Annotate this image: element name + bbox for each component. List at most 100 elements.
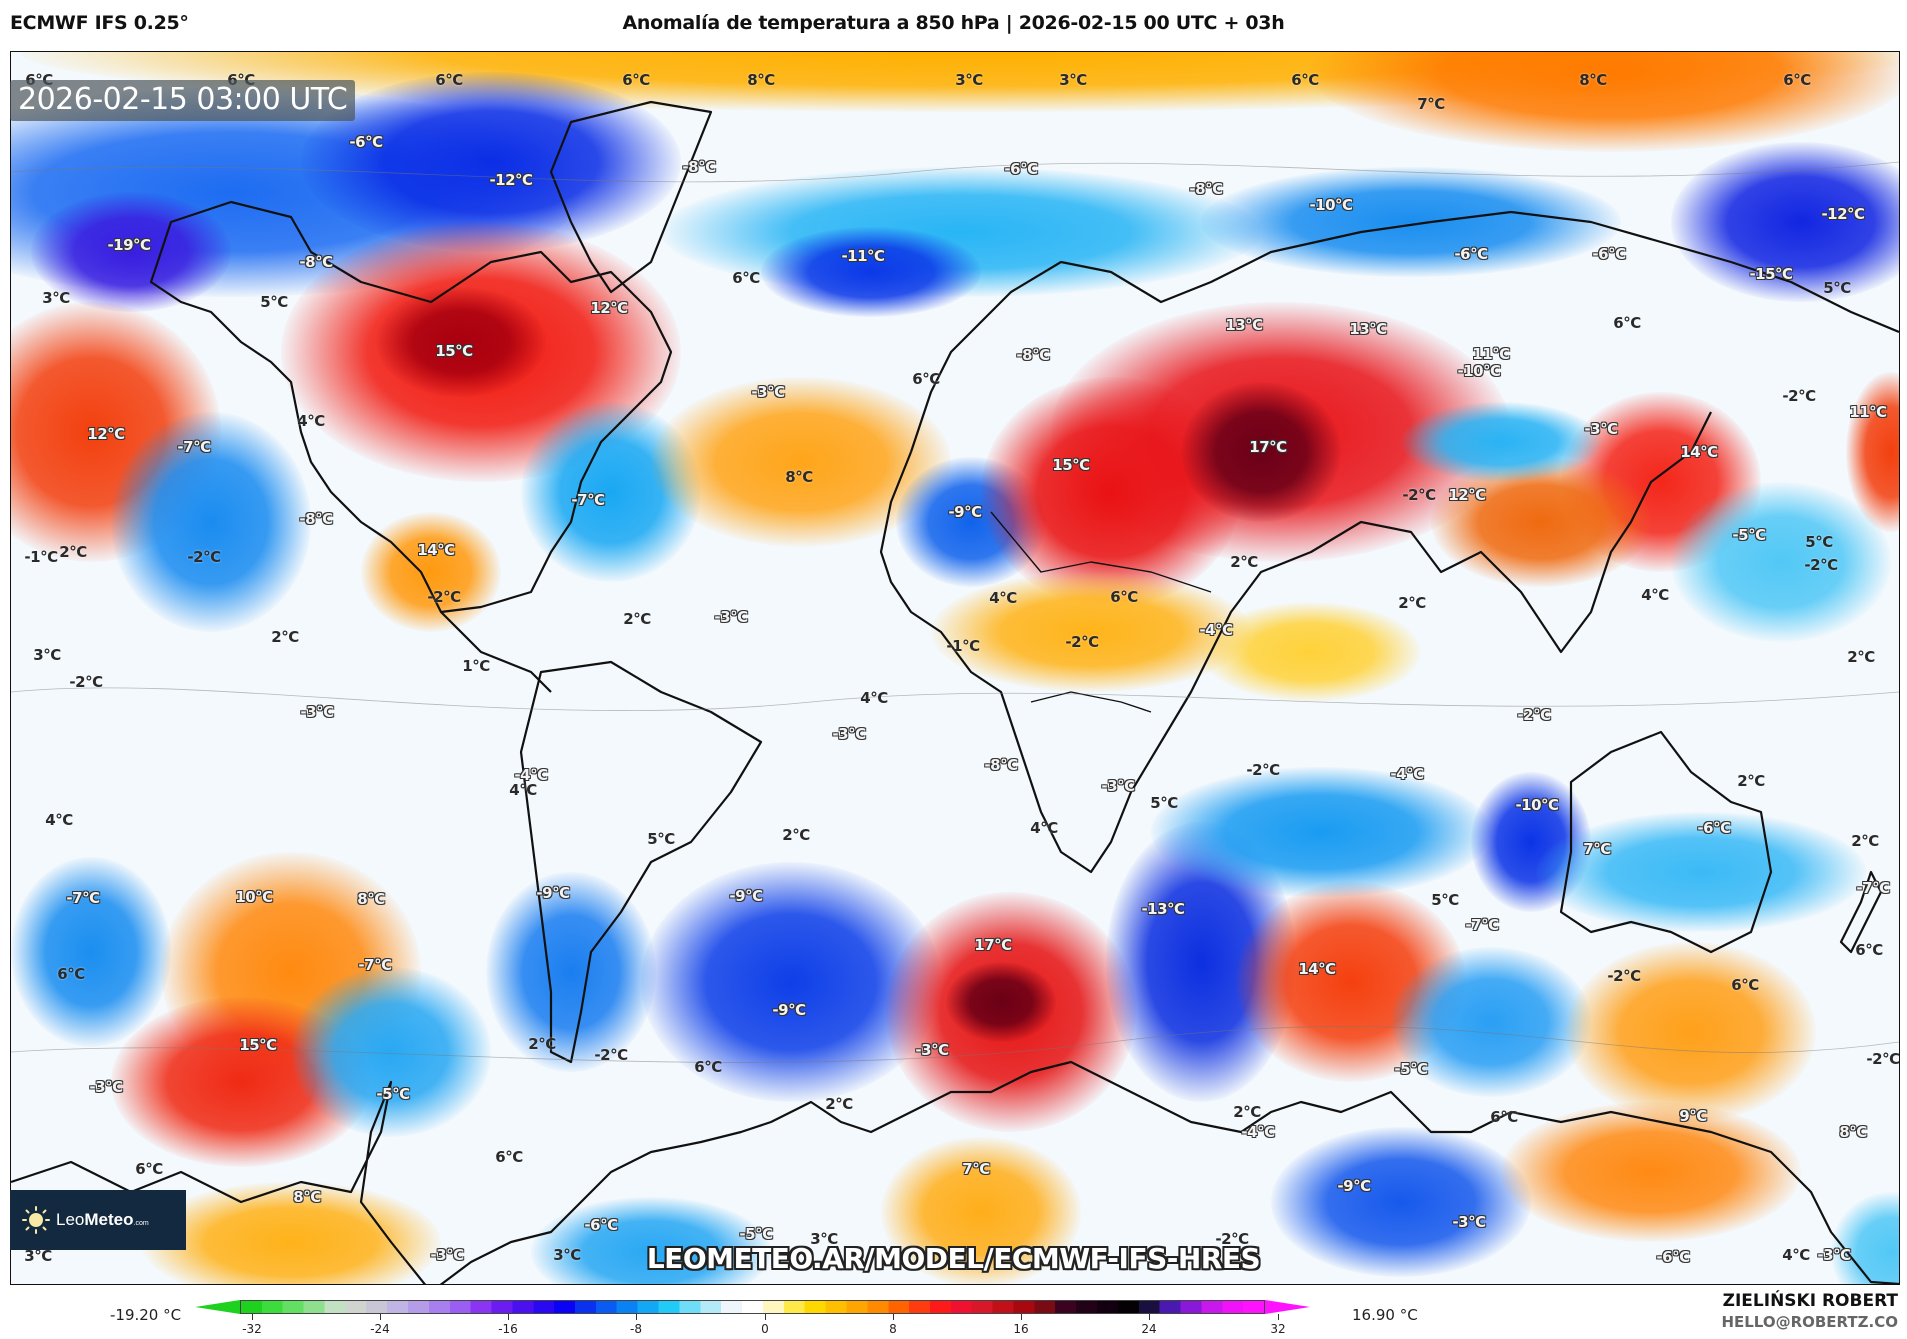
- colorbar-tick-label: 24: [1141, 1322, 1157, 1336]
- temperature-label: 6°C: [135, 1160, 163, 1178]
- temperature-label: 6°C: [1613, 314, 1641, 332]
- temperature-label: -7°C: [1856, 879, 1890, 897]
- temperature-label: 3°C: [1059, 71, 1087, 89]
- temperature-label: 7°C: [962, 1160, 990, 1178]
- temperature-label: -9°C: [948, 503, 982, 521]
- temperature-label: -6°C: [1004, 160, 1038, 178]
- temperature-label: 14°C: [1298, 960, 1336, 978]
- temperature-label: -3°C: [1452, 1213, 1486, 1231]
- temperature-label: 7°C: [1583, 840, 1611, 858]
- temperature-label: -3°C: [915, 1041, 949, 1059]
- author-email[interactable]: HELLO@ROBERTZ.CO: [1721, 1313, 1898, 1331]
- temperature-label: -8°C: [1016, 346, 1050, 364]
- temperature-label: -8°C: [682, 158, 716, 176]
- temperature-label: -3°C: [1584, 420, 1618, 438]
- temperature-label: 5°C: [260, 293, 288, 311]
- temperature-label: -19°C: [107, 236, 151, 254]
- temperature-label: -9°C: [1337, 1177, 1371, 1195]
- temperature-label: 6°C: [694, 1058, 722, 1076]
- temperature-label: 15°C: [435, 342, 473, 360]
- temperature-label: 6°C: [912, 370, 940, 388]
- colorbar-max-value: 16.90 °C: [1352, 1306, 1418, 1324]
- colorbar-tick: [765, 1314, 766, 1320]
- temperature-label: 2°C: [1851, 832, 1879, 850]
- temperature-label: 6°C: [1490, 1108, 1518, 1126]
- temperature-label: 5°C: [1431, 891, 1459, 909]
- colorbar-tick-label: 0: [761, 1322, 769, 1336]
- temperature-label: -2°C: [1246, 761, 1280, 779]
- colorbar-tick: [380, 1314, 381, 1320]
- temperature-label: -10°C: [1515, 796, 1559, 814]
- temperature-label: 2°C: [1233, 1103, 1261, 1121]
- temperature-label: 7°C: [1417, 95, 1445, 113]
- colorbar-tick-label: -8: [630, 1322, 642, 1336]
- temperature-label: -7°C: [571, 491, 605, 509]
- temperature-label: -2°C: [427, 588, 461, 606]
- temperature-label: 2°C: [1847, 648, 1875, 666]
- temperature-label: -6°C: [1656, 1248, 1690, 1266]
- temperature-label: 5°C: [647, 830, 675, 848]
- temperature-label: 12°C: [87, 425, 125, 443]
- temperature-label: -2°C: [187, 548, 221, 566]
- temperature-label: -8°C: [299, 253, 333, 271]
- temperature-label: 4°C: [297, 412, 325, 430]
- temperature-label: -6°C: [1697, 819, 1731, 837]
- temperature-label: 4°C: [1641, 586, 1669, 604]
- colorbar-tick-label: 8: [889, 1322, 897, 1336]
- temperature-label: -3°C: [832, 725, 866, 743]
- colorbar-tick: [1149, 1314, 1150, 1320]
- temperature-label: 3°C: [42, 289, 70, 307]
- temperature-label: 14°C: [1680, 443, 1718, 461]
- temperature-label: -2°C: [1866, 1050, 1900, 1068]
- temperature-label: 9°C: [1679, 1107, 1707, 1125]
- temperature-label: -3°C: [430, 1246, 464, 1264]
- temperature-label: 4°C: [1782, 1246, 1810, 1264]
- temperature-label: -2°C: [1517, 706, 1551, 724]
- colorbar-gradient: [240, 1300, 1265, 1314]
- temperature-label: -12°C: [489, 171, 533, 189]
- temperature-label: -5°C: [1394, 1060, 1428, 1078]
- temperature-label: 3°C: [810, 1230, 838, 1248]
- temperature-label: 8°C: [1839, 1123, 1867, 1141]
- temperature-label: -2°C: [1782, 387, 1816, 405]
- temperature-label: 1°C: [462, 657, 490, 675]
- temperature-label: -11°C: [841, 247, 885, 265]
- temperature-label: -15°C: [1749, 265, 1793, 283]
- temperature-label: 8°C: [293, 1188, 321, 1206]
- temperature-label: 6°C: [495, 1148, 523, 1166]
- temperature-label: -3°C: [1101, 777, 1135, 795]
- temperature-label: -3°C: [1817, 1246, 1851, 1264]
- temperature-label: -9°C: [729, 887, 763, 905]
- leometeo-logo[interactable]: LeoMeteo.com: [10, 1190, 186, 1250]
- temperature-label: 2°C: [1737, 772, 1765, 790]
- temperature-anomaly-map[interactable]: 6°C 6°C 6°C 6°C 8°C 3°C 3°C 6°C 8°C 6°C 7°C -6°C -12…: [10, 51, 1900, 1285]
- colorbar-extend-left: [195, 1300, 240, 1314]
- temperature-label: 4°C: [509, 781, 537, 799]
- temperature-label: 2°C: [1230, 553, 1258, 571]
- colorbar-tick: [252, 1314, 253, 1320]
- temperature-label: 8°C: [785, 468, 813, 486]
- temperature-label: 4°C: [45, 811, 73, 829]
- temperature-label: -2°C: [1065, 633, 1099, 651]
- temperature-label: 6°C: [1783, 71, 1811, 89]
- colorbar-tick: [508, 1314, 509, 1320]
- temperature-label: -4°C: [514, 766, 548, 784]
- coastlines: [11, 100, 1899, 1284]
- temperature-label: -2°C: [1215, 1230, 1249, 1248]
- colorbar-tick: [893, 1314, 894, 1320]
- temperature-label: 4°C: [989, 589, 1017, 607]
- temperature-label: 14°C: [417, 541, 455, 559]
- temperature-label: -7°C: [66, 889, 100, 907]
- temperature-label: 10°C: [235, 888, 273, 906]
- temperature-label: 17°C: [974, 936, 1012, 954]
- temperature-label: 6°C: [57, 965, 85, 983]
- temperature-label: -2°C: [1804, 556, 1838, 574]
- temperature-label: -1°C: [946, 637, 980, 655]
- temperature-label: 8°C: [747, 71, 775, 89]
- colorbar-tick-label: 32: [1270, 1322, 1286, 1336]
- temperature-label: -3°C: [751, 383, 785, 401]
- colorbar-tick-label: 16: [1013, 1322, 1029, 1336]
- temperature-label: 15°C: [239, 1036, 277, 1054]
- temperature-label: 17°C: [1249, 438, 1287, 456]
- temperature-label: 6°C: [1110, 588, 1138, 606]
